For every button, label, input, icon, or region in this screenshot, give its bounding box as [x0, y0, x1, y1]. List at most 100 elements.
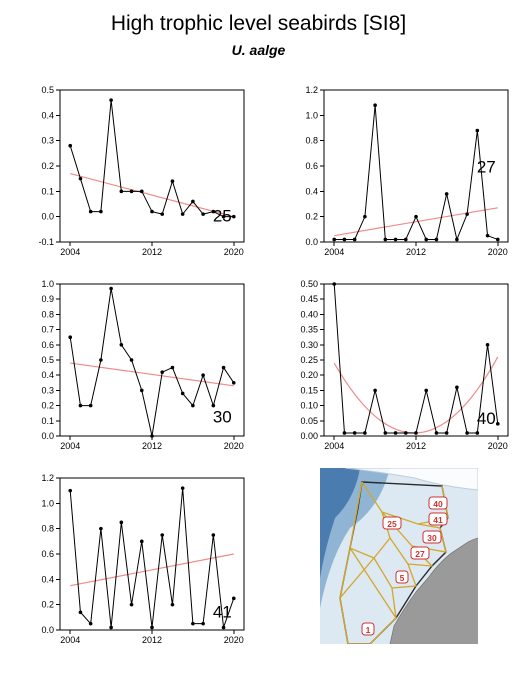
data-point: [465, 431, 469, 435]
data-point: [68, 144, 72, 148]
data-point: [435, 431, 439, 435]
xtick-label: 2020: [488, 247, 508, 257]
data-point: [384, 238, 388, 242]
data-point: [424, 238, 428, 242]
page-title: High trophic level seabirds [SI8]: [0, 0, 517, 36]
data-point: [363, 215, 367, 219]
chart-panel-41: 0.00.20.40.60.81.01.220042012202041: [30, 472, 246, 662]
data-point: [363, 431, 367, 435]
data-point: [140, 190, 144, 194]
ytick-label: 1.2: [41, 473, 54, 483]
ytick-label: 0.8: [41, 309, 54, 319]
data-point: [353, 431, 357, 435]
ytick-label: 0.3: [41, 136, 54, 146]
chart-panel-27: 0.00.20.40.60.81.01.220042012202027: [294, 84, 510, 274]
data-point: [486, 234, 490, 238]
data-point: [465, 212, 469, 216]
xtick-label: 2004: [60, 635, 80, 645]
data-point: [201, 373, 205, 377]
data-point: [222, 626, 226, 630]
data-point: [150, 434, 154, 438]
data-point: [89, 210, 93, 214]
data-point: [191, 200, 195, 204]
trend-line: [70, 363, 234, 386]
data-point: [343, 431, 347, 435]
chart-panel-25: -0.10.00.10.20.30.40.520042012202025: [30, 84, 246, 274]
map-zone-label: 30: [427, 533, 437, 543]
map-zone-label: 25: [387, 519, 397, 529]
data-point: [394, 431, 398, 435]
ytick-label: 0.6: [41, 340, 54, 350]
data-point: [99, 210, 103, 214]
data-point: [99, 527, 103, 531]
data-series: [70, 488, 234, 627]
panel-id-label: 27: [477, 157, 496, 176]
data-point: [201, 622, 205, 626]
data-point: [404, 238, 408, 242]
xtick-label: 2012: [142, 441, 162, 451]
data-point: [140, 389, 144, 393]
ytick-label: 0.20: [300, 370, 318, 380]
ytick-label: -0.1: [38, 237, 54, 247]
data-point: [109, 626, 113, 630]
ytick-label: 0.25: [300, 355, 318, 365]
data-point: [455, 238, 459, 242]
data-point: [79, 610, 83, 614]
data-series: [334, 284, 498, 433]
ytick-label: 0.45: [300, 294, 318, 304]
data-point: [191, 622, 195, 626]
data-point: [445, 192, 449, 196]
ytick-label: 0.4: [41, 574, 54, 584]
data-point: [343, 238, 347, 242]
ytick-label: 0.0: [41, 431, 54, 441]
data-point: [160, 370, 164, 374]
xtick-label: 2004: [324, 441, 344, 451]
data-point: [232, 597, 236, 601]
map-zone-label: 1: [366, 625, 371, 635]
xtick-label: 2020: [224, 247, 244, 257]
ytick-label: 0.0: [41, 625, 54, 635]
data-point: [455, 386, 459, 390]
data-point: [120, 343, 124, 347]
ytick-label: 0.5: [41, 355, 54, 365]
data-point: [222, 366, 226, 370]
data-series: [70, 289, 234, 436]
data-series: [70, 100, 234, 217]
panel-id-label: 40: [477, 409, 496, 428]
ytick-label: 0.2: [305, 212, 318, 222]
ytick-label: 0.30: [300, 340, 318, 350]
ytick-label: 0.7: [41, 325, 54, 335]
data-point: [68, 335, 72, 339]
ytick-label: 0.10: [300, 401, 318, 411]
data-point: [160, 212, 164, 216]
xtick-label: 2012: [406, 247, 426, 257]
ytick-label: 0.0: [305, 237, 318, 247]
xtick-label: 2012: [142, 247, 162, 257]
ytick-label: 1.0: [41, 279, 54, 289]
ytick-label: 0.6: [41, 549, 54, 559]
panel-id-label: 41: [213, 602, 232, 621]
data-point: [109, 287, 113, 291]
ytick-label: 0.05: [300, 416, 318, 426]
xtick-label: 2020: [488, 441, 508, 451]
ytick-label: 0.2: [41, 401, 54, 411]
xtick-label: 2020: [224, 441, 244, 451]
ytick-label: 0.40: [300, 309, 318, 319]
ytick-label: 0.5: [41, 85, 54, 95]
panel-grid: -0.10.00.10.20.30.40.5200420122020250.00…: [0, 84, 517, 684]
data-point: [496, 238, 500, 242]
ytick-label: 0.6: [305, 161, 318, 171]
data-point: [404, 431, 408, 435]
data-point: [130, 603, 134, 607]
xtick-label: 2004: [60, 247, 80, 257]
map-zone-label: 5: [400, 573, 405, 583]
ytick-label: 1.0: [41, 498, 54, 508]
data-point: [68, 489, 72, 493]
data-point: [150, 210, 154, 214]
ytick-label: 0.8: [305, 136, 318, 146]
data-point: [160, 533, 164, 537]
ytick-label: 1.0: [305, 110, 318, 120]
region-map: 404125302751: [320, 468, 478, 644]
data-point: [130, 190, 134, 194]
page-subtitle: U. aalge: [0, 42, 517, 58]
